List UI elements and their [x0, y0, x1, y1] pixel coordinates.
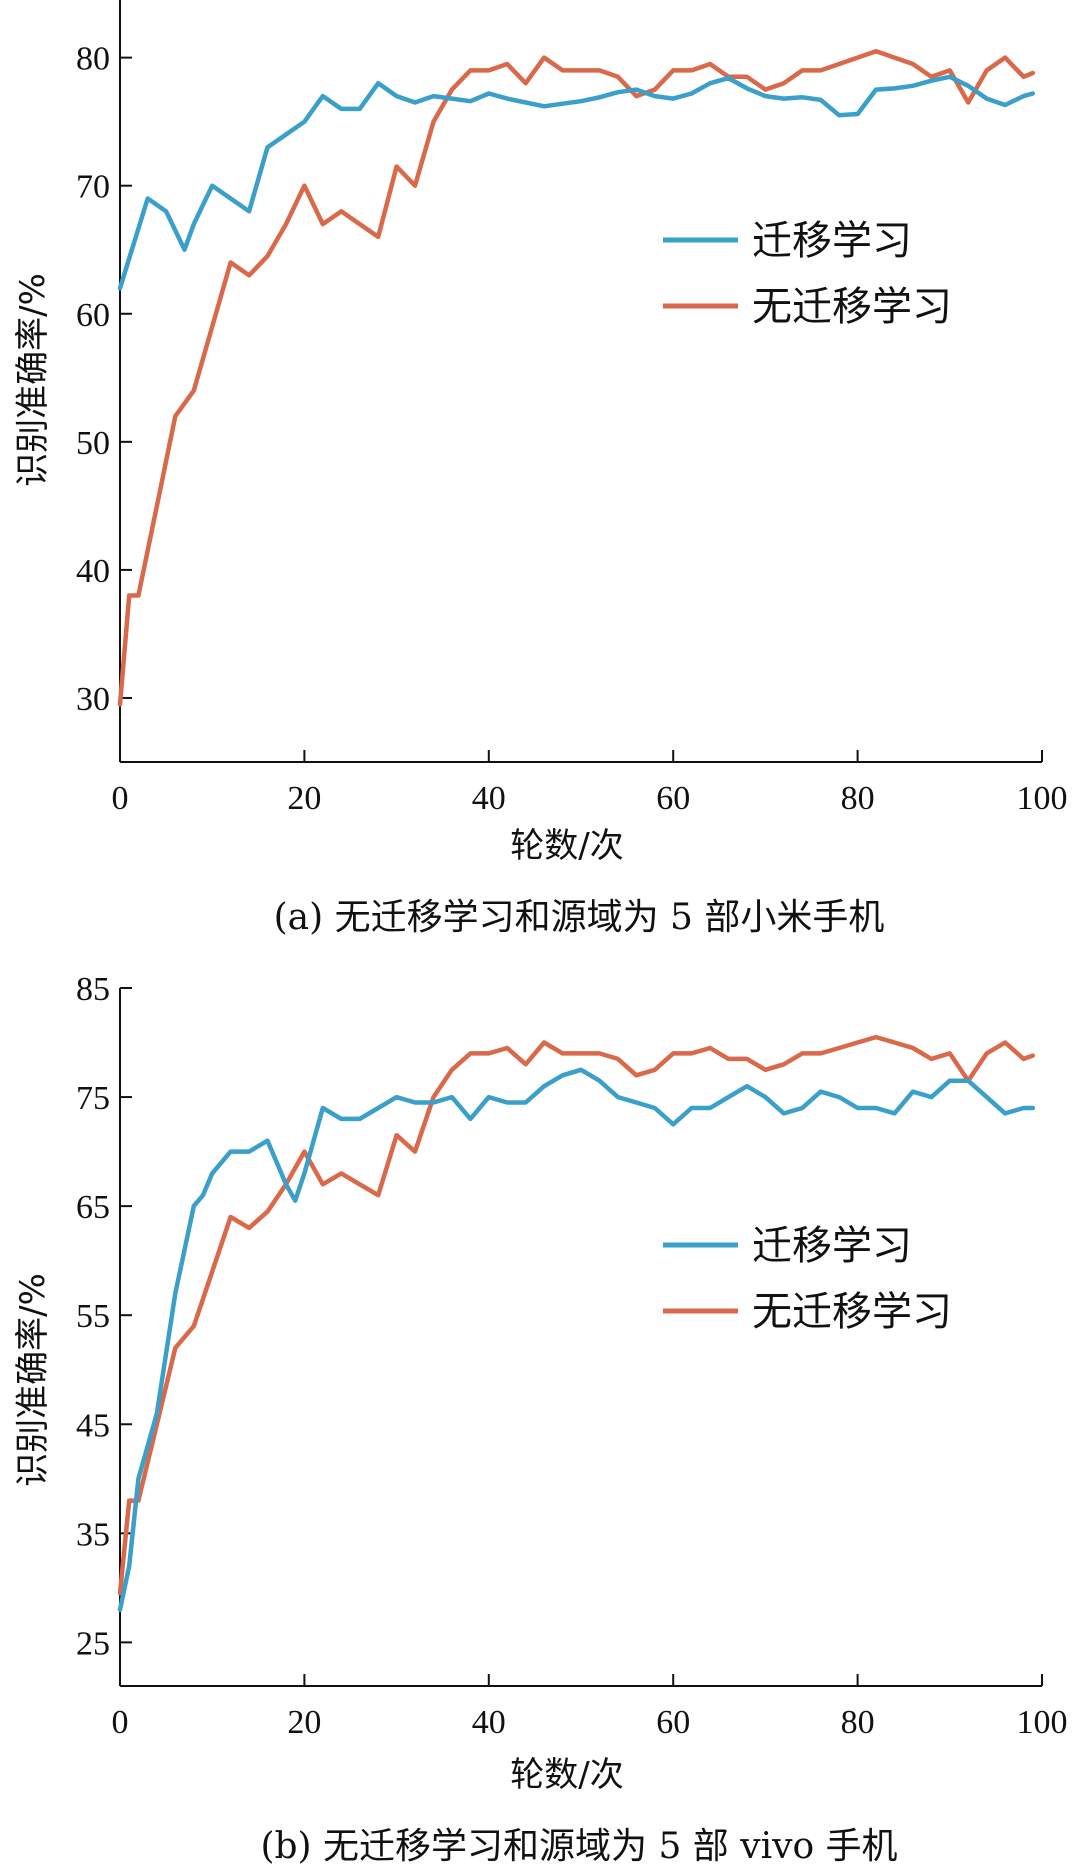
y-tick-label-a-30: 30: [76, 681, 110, 718]
y-tick-label-b-25: 25: [76, 1625, 110, 1662]
y-tick-label-b-35: 35: [76, 1516, 110, 1553]
x-tick-label-a-100: 100: [1017, 780, 1068, 817]
x-tick-label-a-20: 20: [287, 780, 321, 817]
y-axis-label-a: 识别准确率/%: [13, 273, 53, 487]
x-axis-label-b: 轮数/次: [510, 1755, 623, 1795]
y-tick-label-a-80: 80: [76, 41, 110, 78]
y-tick-label-a-60: 60: [76, 297, 110, 334]
y-tick-label-b-45: 45: [76, 1407, 110, 1444]
plot-area-a: 0 20 40 60 80 100 30 40 50 60 70 80: [76, 0, 1068, 817]
x-tick-label-a-60: 60: [656, 780, 690, 817]
y-axis-label-b: 识别准确率/%: [13, 1273, 53, 1487]
legend-label-transfer-b: 迁移学习: [752, 1223, 912, 1269]
y-tick-label-b-55: 55: [76, 1298, 110, 1335]
y-tick-label-a-40: 40: [76, 553, 110, 590]
x-tick-label-a-80: 80: [841, 780, 875, 817]
x-tick-label-a-40: 40: [472, 780, 506, 817]
x-tick-label-b-80: 80: [841, 1704, 875, 1741]
x-tick-label-b-0: 0: [112, 1704, 129, 1741]
series-line-transfer-a: [117, 74, 1036, 291]
legend-a: 迁移学习 无迁移学习: [663, 218, 952, 330]
legend-b: 迁移学习 无迁移学习: [663, 1223, 952, 1335]
legend-label-no-transfer-b: 无迁移学习: [752, 1289, 952, 1335]
caption-a: (a) 无迁移学习和源域为 5 部小米手机: [274, 897, 885, 938]
x-axis-label-a: 轮数/次: [510, 826, 623, 866]
series-layer-b: [117, 1034, 1036, 1612]
series-line-transfer-b: [117, 1067, 1036, 1612]
x-tick-label-b-40: 40: [472, 1704, 506, 1741]
legend-label-transfer-a: 迁移学习: [752, 218, 912, 264]
x-tick-label-b-20: 20: [287, 1704, 321, 1741]
x-tick-label-b-100: 100: [1017, 1704, 1068, 1741]
series-line-no-transfer-b: [117, 1034, 1036, 1596]
y-tick-label-b-65: 65: [76, 1189, 110, 1226]
x-tick-label-b-60: 60: [656, 1704, 690, 1741]
chart-panel-a: 0 20 40 60 80 100 30 40 50 60 70 80 迁移学习 无迁移学习 轮数/次…: [13, 0, 1068, 938]
y-tick-label-b-75: 75: [76, 1080, 110, 1117]
x-tick-label-a-0: 0: [112, 780, 129, 817]
caption-b: (b) 无迁移学习和源域为 5 部 vivo 手机: [260, 1826, 897, 1867]
y-tick-label-a-70: 70: [76, 169, 110, 206]
plot-area-b: 0 20 40 60 80 100 25 35 45 55 65 75 85: [76, 971, 1068, 1741]
chart-panel-b: 0 20 40 60 80 100 25 35 45 55 65 75 85 迁移学习 无迁移学习 轮数…: [13, 971, 1068, 1867]
legend-label-no-transfer-a: 无迁移学习: [752, 284, 952, 330]
y-tick-label-a-50: 50: [76, 425, 110, 462]
series-line-no-transfer-a: [117, 48, 1036, 707]
series-layer-a: [117, 48, 1036, 707]
y-tick-label-b-85: 85: [76, 971, 110, 1008]
